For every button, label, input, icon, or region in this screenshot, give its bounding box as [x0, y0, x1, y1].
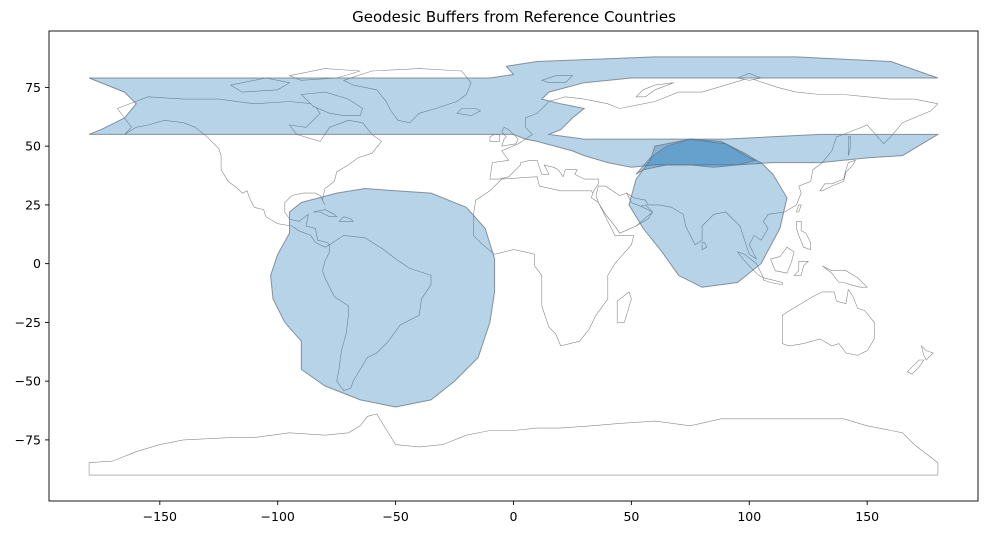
x-tick-label: 150 [855, 509, 879, 524]
land-new-zealand-south [906, 359, 925, 375]
y-tick-label: 25 [25, 197, 41, 212]
land-cuba [313, 209, 338, 217]
land-novaya-zemlya [635, 82, 674, 98]
x-tick-label: 100 [737, 509, 761, 524]
x-tick-label: 0 [510, 509, 518, 524]
land-taiwan [795, 204, 802, 213]
buffer-south-america-buffer [270, 187, 496, 408]
land-north-america [116, 96, 382, 248]
land-africa [473, 176, 635, 347]
land-madagascar [616, 291, 632, 323]
y-tick-label: −50 [15, 374, 41, 389]
x-tick-label: 50 [623, 509, 639, 524]
buffer-central-asia-buffer [628, 138, 788, 288]
x-axis: −150 −100 −50 0 50 100 150 [143, 501, 879, 524]
land-great-britain [501, 126, 519, 147]
land-philippines [796, 221, 811, 251]
buffer-overlap-zone [635, 138, 758, 175]
land-arctic-islands-1 [229, 77, 291, 93]
land-svalbard [540, 75, 574, 83]
land-arctic-islands-2 [288, 68, 361, 81]
chart-title: Geodesic Buffers from Reference Countrie… [352, 8, 676, 26]
y-axis: 75 50 25 0 −25 −50 −75 [15, 80, 49, 447]
land-sulawesi [793, 261, 809, 276]
y-tick-label: −25 [15, 315, 41, 330]
land-sakhalin [848, 136, 851, 156]
x-tick-label: −150 [143, 509, 177, 524]
y-tick-label: 0 [33, 256, 41, 271]
land-hispaniola [338, 216, 354, 222]
land-australia [782, 288, 875, 356]
land-eurasia [489, 77, 939, 260]
land-borneo [770, 246, 795, 274]
land-sri-lanka [701, 242, 708, 251]
y-tick-label: 50 [25, 139, 41, 154]
buffer-layer [88, 56, 940, 408]
land-iceland [456, 108, 482, 116]
land-japan [819, 159, 857, 192]
land-new-zealand-north [920, 344, 934, 361]
land-new-guinea [822, 265, 868, 288]
land-antarctica [88, 413, 939, 476]
land-greenland [342, 68, 472, 124]
x-tick-label: −50 [382, 509, 408, 524]
land-south-america [322, 235, 432, 391]
land-baffin [300, 91, 363, 116]
x-tick-label: −100 [261, 509, 295, 524]
land-layer [88, 68, 939, 476]
buffer-north-band [88, 56, 940, 168]
y-tick-label: 75 [25, 80, 41, 95]
land-java [763, 277, 783, 286]
y-tick-label: −75 [15, 432, 41, 447]
land-ireland [489, 134, 500, 142]
